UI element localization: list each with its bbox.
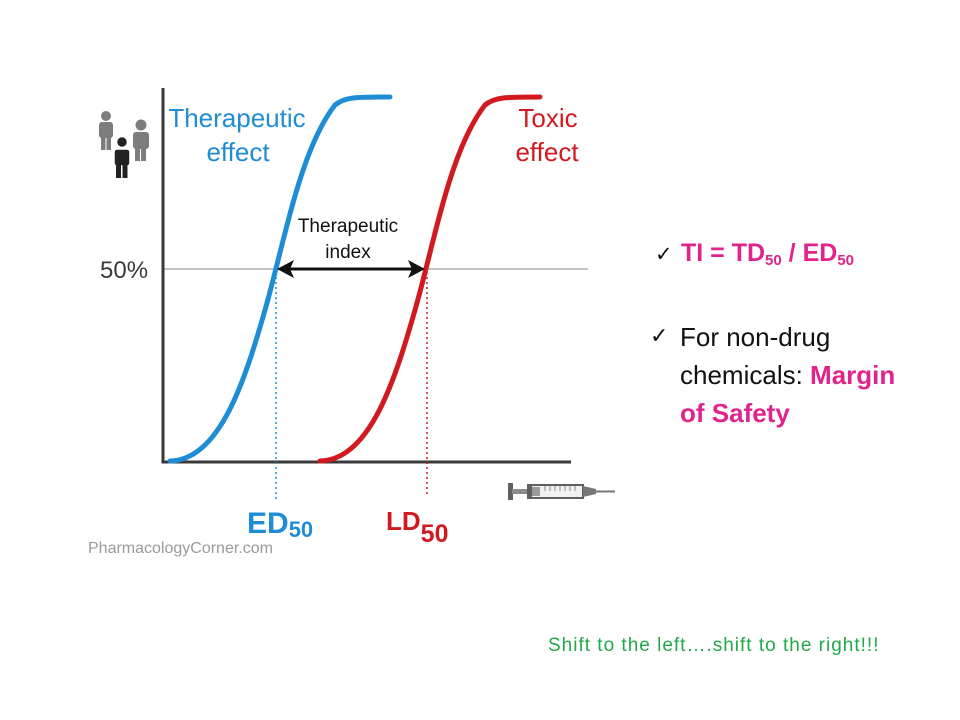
ti-formula-mid: / ED xyxy=(781,239,838,267)
ti-formula: TI = TD50 / ED50 xyxy=(681,239,854,269)
therapeutic-effect-curve xyxy=(167,94,393,464)
therapeutic-index-label-line2: index xyxy=(325,242,371,263)
ti-formula-lhs: TI = TD xyxy=(681,239,766,267)
ld50-label-sub: 50 xyxy=(421,520,449,548)
toxic-effect-label-line1: Toxic xyxy=(518,103,577,133)
shift-note: Shift to the left….shift to the right!!! xyxy=(548,635,880,656)
check-icon: ✓ xyxy=(655,242,673,266)
toxic-effect-curve xyxy=(317,94,543,464)
therapeutic-effect-label-line2: effect xyxy=(206,137,270,167)
margin-of-safety-highlight: Margin of Safety xyxy=(680,360,896,428)
people-icon xyxy=(99,111,149,178)
check-icon: ✓ xyxy=(650,324,669,349)
ti-formula-ed-subscript: 50 xyxy=(837,252,854,269)
double-arrow-icon xyxy=(277,260,425,278)
therapeutic-index-label-line1: Therapeutic xyxy=(298,216,398,237)
bullet-body-text: For non-drug chemicals: xyxy=(680,322,831,390)
source-watermark: PharmacologyCorner.com xyxy=(88,540,273,557)
syringe-icon xyxy=(508,483,615,500)
margin-of-safety-bullet: ✓ For non-drug chemicals: Margin of Safe… xyxy=(650,318,916,432)
toxic-effect-label-line2: effect xyxy=(515,137,579,167)
margin-of-safety-text: For non-drug chemicals: Margin of Safety xyxy=(680,318,916,432)
ld50-label-main: LD xyxy=(386,506,421,536)
fifty-percent-label: 50% xyxy=(100,257,148,284)
therapeutic-effect-label-line1: Therapeutic xyxy=(168,103,305,133)
ed50-label-main: ED xyxy=(247,507,289,540)
ti-formula-bullet: ✓ TI = TD50 / ED50 xyxy=(655,238,854,269)
ti-formula-td-subscript: 50 xyxy=(765,252,782,269)
ed50-label-sub: 50 xyxy=(289,517,313,542)
ed50-label: ED50 xyxy=(247,507,313,542)
ld50-label: LD50 xyxy=(386,506,448,548)
